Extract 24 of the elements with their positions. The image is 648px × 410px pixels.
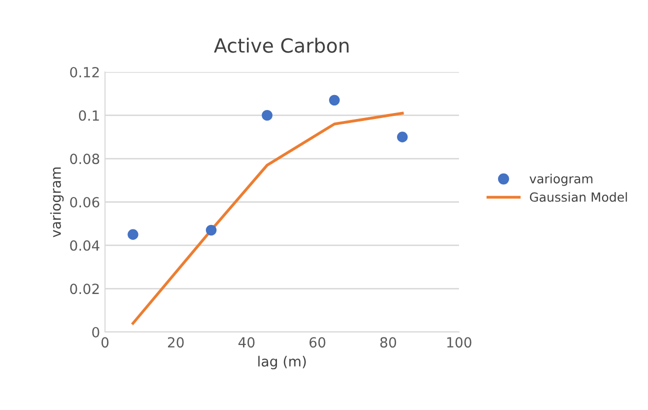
point bbox=[206, 224, 217, 236]
x-tick-label: 0 bbox=[101, 337, 108, 348]
line-series bbox=[132, 112, 404, 325]
y-tick-label: 0.02 bbox=[70, 284, 99, 294]
x-axis-title: lag (m) bbox=[258, 356, 306, 370]
x-tick-label: 100 bbox=[447, 337, 472, 348]
y-tick-label: 0 bbox=[92, 326, 100, 338]
x-tick-label: 60 bbox=[310, 337, 326, 348]
y-tick-label: 0.1 bbox=[78, 110, 99, 121]
legend-label: Gaussian Model bbox=[530, 192, 627, 202]
legend-label: variogram bbox=[530, 174, 592, 186]
point bbox=[397, 132, 408, 142]
chart-title: Active Carbon bbox=[214, 38, 349, 53]
y-tick-label: 0.08 bbox=[70, 154, 100, 164]
point bbox=[262, 110, 272, 121]
x-tick-label: 20 bbox=[168, 337, 184, 348]
y-tick-label: 0.12 bbox=[70, 66, 99, 78]
x-tick-label: 40 bbox=[238, 337, 255, 348]
point bbox=[329, 94, 340, 106]
y-axis-title: variogram bbox=[50, 168, 64, 238]
y-tick-label: 0.06 bbox=[70, 196, 100, 208]
point bbox=[128, 229, 138, 240]
x-tick-label: 80 bbox=[380, 337, 396, 348]
y-tick-label: 0.04 bbox=[70, 240, 100, 251]
